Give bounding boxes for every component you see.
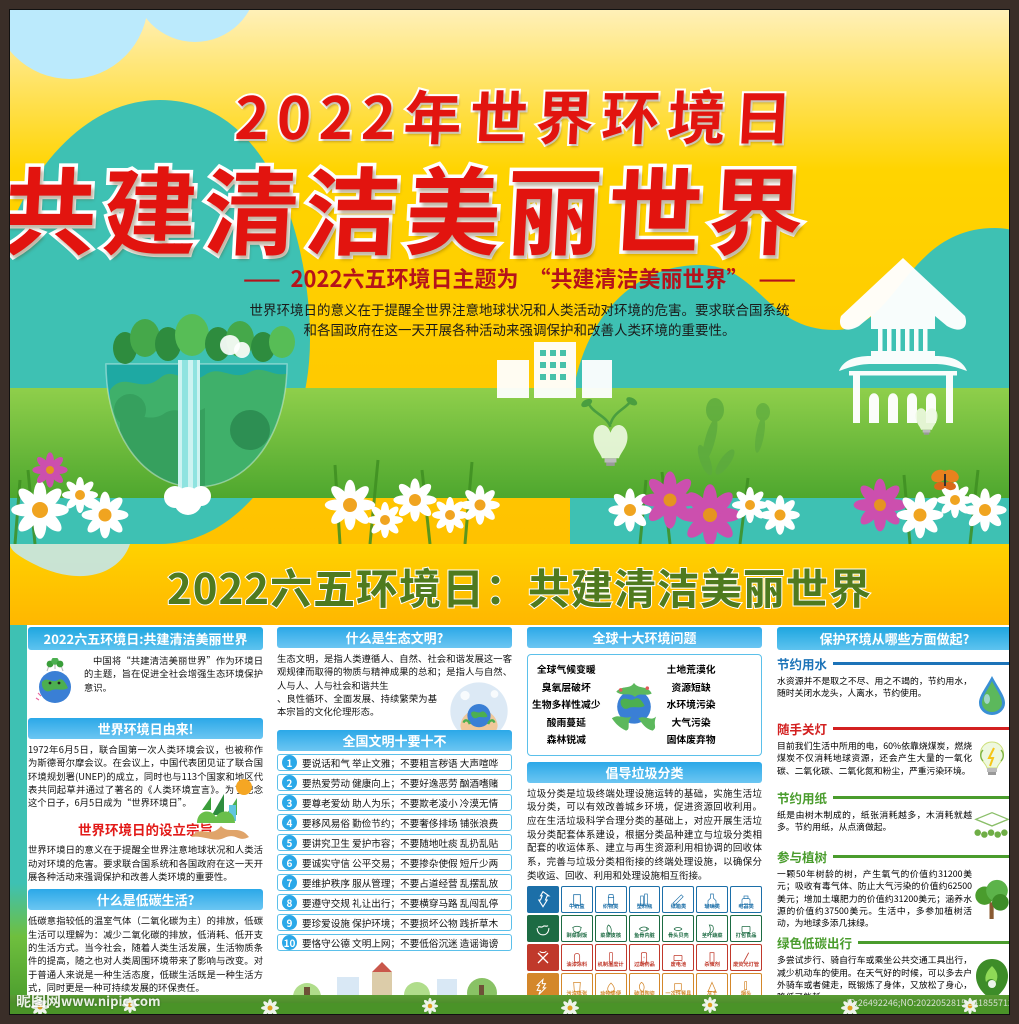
svg-text:+: + bbox=[644, 955, 646, 960]
